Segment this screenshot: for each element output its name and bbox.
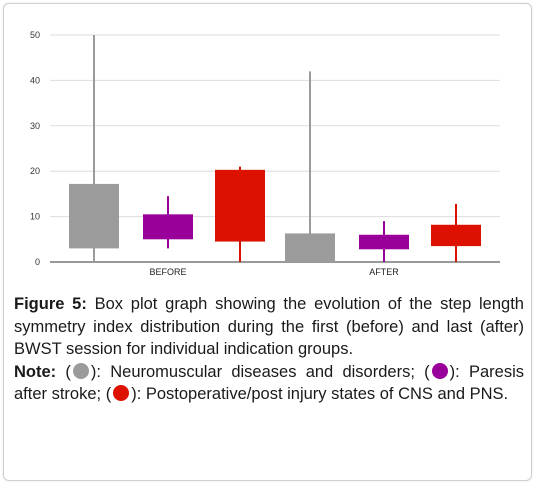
box-plot-chart: 0 10 20 30 40 50 BEFORE AFTER <box>30 30 500 277</box>
y-tick-label: 10 <box>30 212 40 222</box>
x-axis: BEFORE AFTER <box>149 267 399 277</box>
box-after-1 <box>359 234 409 250</box>
x-category-label: AFTER <box>369 267 399 277</box>
note-item-2: ): Paresis after stroke; ( <box>14 362 524 404</box>
y-axis: 0 10 20 30 40 50 <box>30 30 40 267</box>
y-tick-label: 30 <box>30 121 40 131</box>
box-before-1 <box>143 214 193 240</box>
y-tick-label: 50 <box>30 30 40 40</box>
note-open: ( <box>56 362 71 381</box>
x-category-label: BEFORE <box>149 267 186 277</box>
y-tick-label: 40 <box>30 75 40 85</box>
y-tick-label: 20 <box>30 166 40 176</box>
grid-lines <box>50 34 500 263</box>
caption-text: Box plot graph showing the evolution of … <box>14 295 524 358</box>
note-label: Note: <box>14 362 57 381</box>
box-before-0 <box>69 183 119 249</box>
legend-dot-red <box>113 385 130 401</box>
figure-caption: Figure 5: Box plot graph showing the evo… <box>14 293 524 406</box>
note-paragraph: Note: ( ): Neuromuscular diseases and dis… <box>14 361 524 406</box>
legend-dot-purple <box>431 362 448 379</box>
boxes <box>69 35 481 262</box>
legend-dot-gray <box>72 362 89 379</box>
note-item-3: ): Postoperative/post injury states of C… <box>131 385 509 403</box>
box-before-2 <box>215 169 265 242</box>
y-tick-label: 0 <box>35 257 40 267</box>
caption-paragraph: Figure 5: Box plot graph showing the evo… <box>14 293 524 361</box>
box-after-0 <box>285 233 335 262</box>
note-item-1: ): Neuromuscular diseases and disorders;… <box>90 362 430 381</box>
figure-label: Figure 5: <box>14 295 87 313</box>
box-after-2 <box>431 224 481 247</box>
